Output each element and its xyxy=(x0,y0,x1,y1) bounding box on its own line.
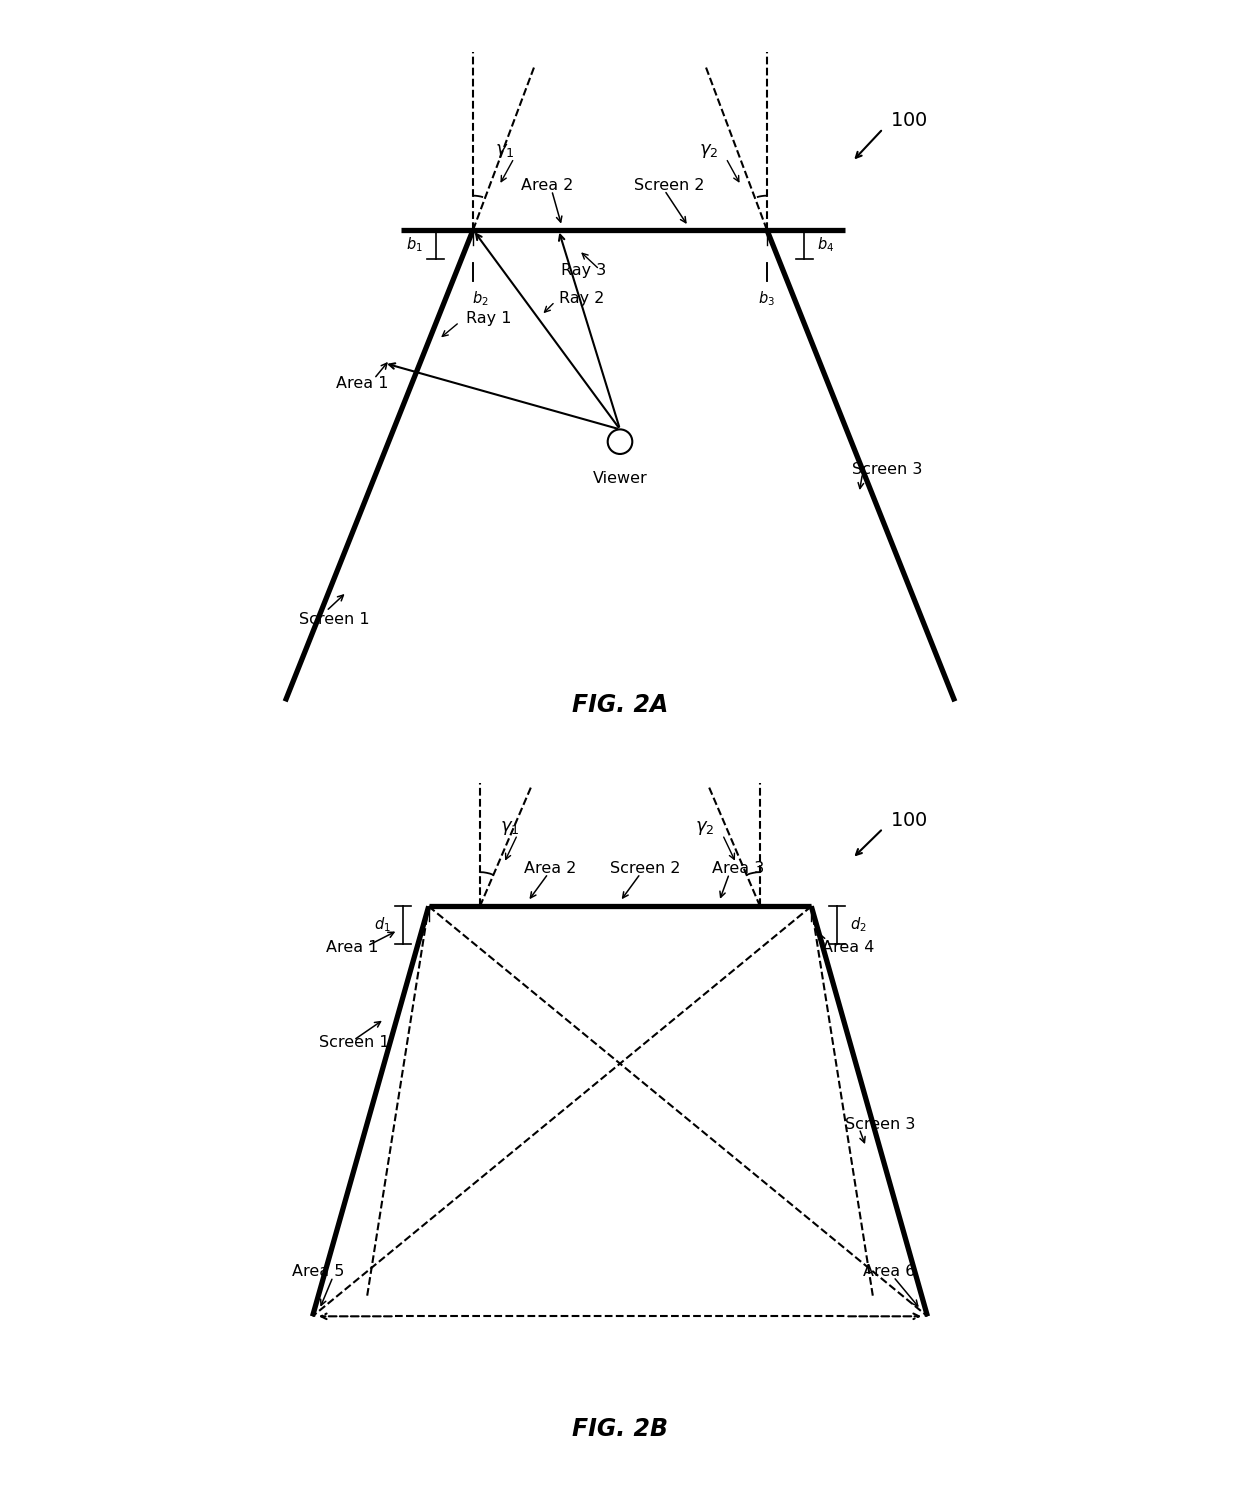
Text: FIG. 2B: FIG. 2B xyxy=(572,1417,668,1441)
Text: Area 1: Area 1 xyxy=(336,376,389,392)
Text: Ray 2: Ray 2 xyxy=(558,290,604,305)
Text: $b_2$: $b_2$ xyxy=(471,289,489,308)
Text: Area 5: Area 5 xyxy=(291,1264,345,1279)
Text: Ray 1: Ray 1 xyxy=(466,311,512,327)
Text: Area 6: Area 6 xyxy=(863,1264,915,1279)
Text: $\it{100}$: $\it{100}$ xyxy=(890,110,928,130)
Text: Screen 3: Screen 3 xyxy=(852,461,923,476)
Text: Area 2: Area 2 xyxy=(521,178,573,194)
Text: $d_2$: $d_2$ xyxy=(849,916,867,934)
Text: Area 3: Area 3 xyxy=(712,862,765,877)
Text: Ray 3: Ray 3 xyxy=(560,263,606,278)
Text: Viewer: Viewer xyxy=(593,472,647,485)
Text: Area 1: Area 1 xyxy=(326,940,378,954)
Text: Screen 1: Screen 1 xyxy=(299,612,370,627)
Text: $\gamma_1$: $\gamma_1$ xyxy=(501,818,520,836)
Text: $b_4$: $b_4$ xyxy=(817,234,835,254)
Text: Area 2: Area 2 xyxy=(525,862,577,877)
Text: $\gamma_2$: $\gamma_2$ xyxy=(696,818,714,836)
Text: $d_1$: $d_1$ xyxy=(373,916,391,934)
Text: $\it{100}$: $\it{100}$ xyxy=(890,812,928,830)
Text: Screen 3: Screen 3 xyxy=(846,1117,916,1132)
Text: Screen 2: Screen 2 xyxy=(634,178,704,194)
Text: Screen 1: Screen 1 xyxy=(320,1036,389,1051)
Text: Screen 2: Screen 2 xyxy=(610,862,681,877)
Text: $b_3$: $b_3$ xyxy=(759,289,775,308)
Text: FIG. 2A: FIG. 2A xyxy=(572,692,668,717)
Text: Area 4: Area 4 xyxy=(822,940,874,954)
Text: $\gamma_1$: $\gamma_1$ xyxy=(495,142,515,160)
Text: $b_1$: $b_1$ xyxy=(407,234,423,254)
Text: $\gamma_2$: $\gamma_2$ xyxy=(698,142,718,160)
